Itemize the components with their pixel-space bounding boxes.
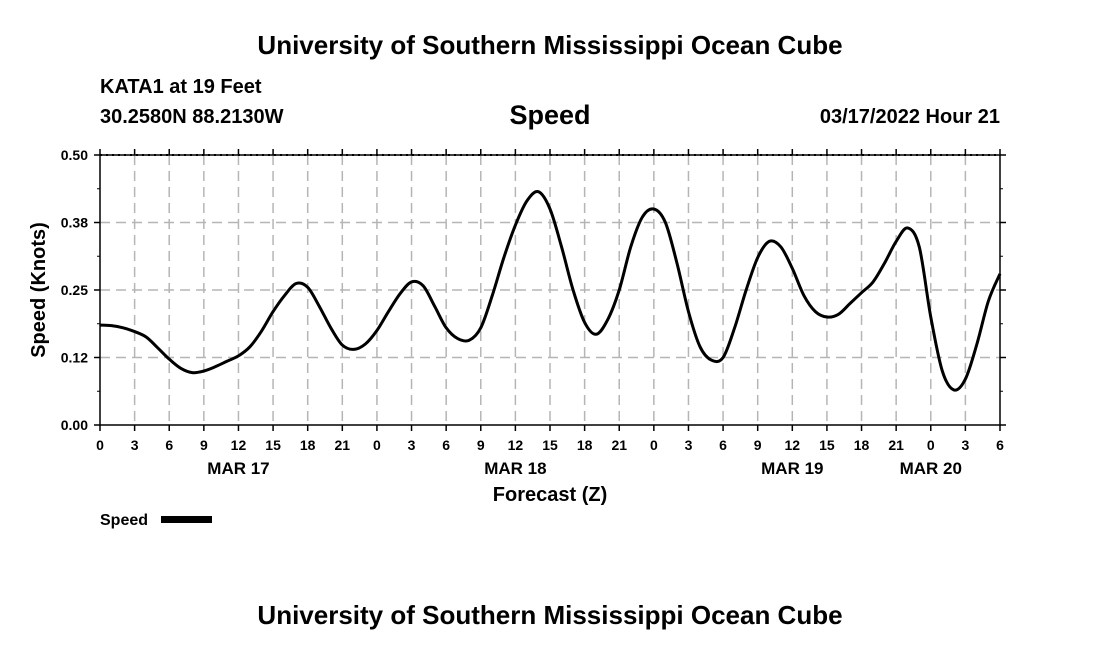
x-tick-label: 0 [927, 437, 935, 453]
x-tick-label: 21 [888, 437, 904, 453]
date-label: MAR 18 [484, 459, 546, 478]
date-label: MAR 19 [761, 459, 823, 478]
date-labels: MAR 17 MAR 18 MAR 19 MAR 20 [207, 459, 962, 478]
y-tick-label: 0.25 [61, 282, 88, 298]
y-axis-label: Speed (Knots) [28, 222, 50, 358]
legend-label-speed: Speed [100, 512, 148, 529]
grid [100, 155, 1000, 425]
x-tick-label: 15 [542, 437, 558, 453]
series-line-speed [99, 190, 1002, 392]
x-tick-label: 0 [650, 437, 658, 453]
footer-title: University of Southern Mississippi Ocean… [257, 600, 843, 630]
x-axis-label: Forecast (Z) [493, 484, 607, 506]
x-tick-label: 18 [854, 437, 870, 453]
y-tick-label: 0.12 [61, 350, 88, 366]
x-tick-label: 3 [685, 437, 693, 453]
y-tick-label: 0.00 [61, 417, 88, 433]
x-tick-label: 21 [611, 437, 627, 453]
coordinates-label: 30.2580N 88.2130W [100, 106, 284, 128]
x-tick-labels: 0 3 6 9 12 15 18 21 0 3 6 9 12 15 18 21 0 3 6 9 12 15 18 21 0 3 6 [96, 437, 1004, 453]
x-tick-label: 12 [508, 437, 524, 453]
legend-swatch-speed [161, 516, 212, 523]
x-tick-label: 12 [785, 437, 801, 453]
date-label: MAR 20 [900, 459, 962, 478]
x-tick-label: 21 [335, 437, 351, 453]
x-tick-label: 9 [200, 437, 208, 453]
x-tick-label: 15 [819, 437, 835, 453]
y-tick-label: 0.38 [61, 215, 88, 231]
x-tick-label: 0 [373, 437, 381, 453]
x-tick-label: 3 [408, 437, 416, 453]
x-tick-label: 9 [477, 437, 485, 453]
axis-ticks [94, 149, 1006, 431]
x-tick-label: 12 [231, 437, 247, 453]
x-tick-label: 3 [961, 437, 969, 453]
x-tick-label: 6 [165, 437, 173, 453]
x-tick-label: 18 [577, 437, 593, 453]
x-tick-label: 6 [719, 437, 727, 453]
x-tick-label: 6 [442, 437, 450, 453]
page-title: University of Southern Mississippi Ocean… [257, 30, 843, 60]
forecast-timestamp: 03/17/2022 Hour 21 [819, 106, 1000, 128]
x-tick-label: 9 [754, 437, 762, 453]
x-tick-label: 6 [996, 437, 1004, 453]
x-tick-label: 18 [300, 437, 316, 453]
station-label: KATA1 at 19 Feet [100, 76, 262, 98]
x-tick-label: 15 [265, 437, 281, 453]
x-tick-label: 3 [131, 437, 139, 453]
y-tick-label: 0.50 [61, 147, 88, 163]
date-label: MAR 17 [207, 459, 269, 478]
chart-title: Speed [509, 100, 591, 130]
y-tick-labels: 0.00 0.12 0.25 0.38 0.50 [61, 147, 88, 433]
x-tick-label: 0 [96, 437, 104, 453]
